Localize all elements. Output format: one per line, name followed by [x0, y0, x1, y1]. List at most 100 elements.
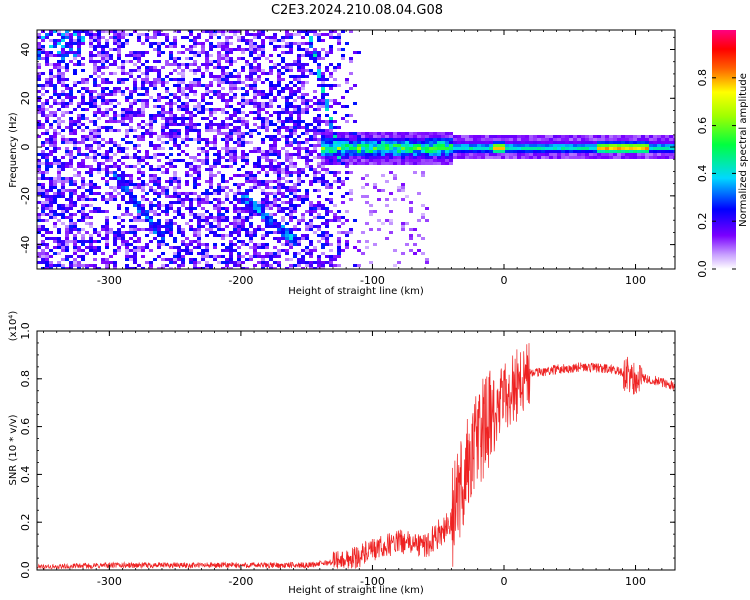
heatmap-cell [217, 210, 221, 213]
heatmap-cell [237, 222, 241, 225]
heatmap-cell [137, 111, 141, 114]
heatmap-cell [233, 141, 237, 144]
heatmap-cell [325, 51, 329, 54]
heatmap-cell [433, 135, 437, 138]
heatmap-cell [373, 186, 377, 189]
heatmap-cell [289, 135, 293, 138]
heatmap-cell [449, 162, 453, 165]
heatmap-cell [97, 171, 101, 174]
heatmap-cell [321, 84, 325, 87]
heatmap-cell [189, 120, 193, 123]
heatmap-cell [325, 147, 329, 150]
heatmap-cell [425, 147, 429, 150]
heatmap-cell [293, 186, 297, 189]
heatmap-cell [57, 81, 61, 84]
heatmap-cell [225, 210, 229, 213]
heatmap-cell [293, 33, 297, 36]
heatmap-cell [361, 144, 365, 147]
heatmap-cell [153, 222, 157, 225]
heatmap-cell [157, 54, 161, 57]
heatmap-cell [257, 93, 261, 96]
heatmap-cell [257, 255, 261, 258]
heatmap-cell [165, 117, 169, 120]
heatmap-cell [109, 54, 113, 57]
heatmap-cell [185, 180, 189, 183]
heatmap-cell [237, 234, 241, 237]
heatmap-cell [137, 57, 141, 60]
heatmap-cell [277, 162, 281, 165]
heatmap-cell [337, 66, 341, 69]
heatmap-cell [45, 252, 49, 255]
heatmap-cell [657, 135, 661, 138]
heatmap-cell [337, 219, 341, 222]
heatmap-cell [413, 138, 417, 141]
heatmap-cell [73, 39, 77, 42]
heatmap-cell [301, 72, 305, 75]
heatmap-cell [313, 147, 317, 150]
heatmap-cell [309, 54, 313, 57]
heatmap-cell [125, 180, 129, 183]
heatmap-cell [305, 159, 309, 162]
heatmap-cell [277, 261, 281, 264]
heatmap-cell [425, 159, 429, 162]
heatmap-cell [257, 78, 261, 81]
heatmap-cell [513, 141, 517, 144]
heatmap-cell [193, 258, 197, 261]
heatmap-cell [229, 138, 233, 141]
heatmap-cell [77, 150, 81, 153]
heatmap-cell [545, 153, 549, 156]
heatmap-cell [393, 147, 397, 150]
heatmap-cell [89, 93, 93, 96]
heatmap-cell [349, 138, 353, 141]
heatmap-cell [197, 135, 201, 138]
heatmap-cell [313, 231, 317, 234]
heatmap-cell [141, 132, 145, 135]
heatmap-cell [337, 144, 341, 147]
heatmap-cell [525, 150, 529, 153]
heatmap-cell [313, 135, 317, 138]
heatmap-cell [113, 234, 117, 237]
heatmap-cell [341, 54, 345, 57]
heatmap-cell [173, 189, 177, 192]
heatmap-cell [125, 264, 129, 267]
heatmap-cell [277, 120, 281, 123]
heatmap-cell [45, 267, 49, 269]
heatmap-cell [461, 156, 465, 159]
heatmap-cell [629, 156, 633, 159]
heatmap-cell [221, 93, 225, 96]
heatmap-cell [197, 177, 201, 180]
heatmap-cell [93, 252, 97, 255]
heatmap-cell [285, 96, 289, 99]
heatmap-cell [309, 51, 313, 54]
heatmap-cell [37, 246, 41, 249]
heatmap-cell [221, 126, 225, 129]
heatmap-cell [137, 33, 141, 36]
heatmap-cell [77, 264, 81, 267]
heatmap-cell [141, 249, 145, 252]
heatmap-cell [609, 135, 613, 138]
heatmap-cell [505, 138, 509, 141]
heatmap-cell [229, 234, 233, 237]
heatmap-cell [297, 141, 301, 144]
heatmap-cell [217, 60, 221, 63]
heatmap-cell [105, 120, 109, 123]
heatmap-cell [181, 261, 185, 264]
heatmap-cell [241, 123, 245, 126]
heatmap-cell [65, 237, 69, 240]
heatmap-cell [65, 225, 69, 228]
heatmap-cell [117, 30, 121, 33]
heatmap-cell [125, 42, 129, 45]
heatmap-cell [157, 69, 161, 72]
heatmap-cell [429, 135, 433, 138]
heatmap-cell [357, 153, 361, 156]
heatmap-cell [157, 30, 161, 33]
heatmap-cell [149, 267, 153, 269]
heatmap-cell [165, 225, 169, 228]
heatmap-cell [329, 150, 333, 153]
heatmap-cell [197, 102, 201, 105]
heatmap-cell [437, 132, 441, 135]
heatmap-cell [233, 264, 237, 267]
heatmap-cell [385, 132, 389, 135]
heatmap-cell [321, 234, 325, 237]
heatmap-cell [453, 135, 457, 138]
